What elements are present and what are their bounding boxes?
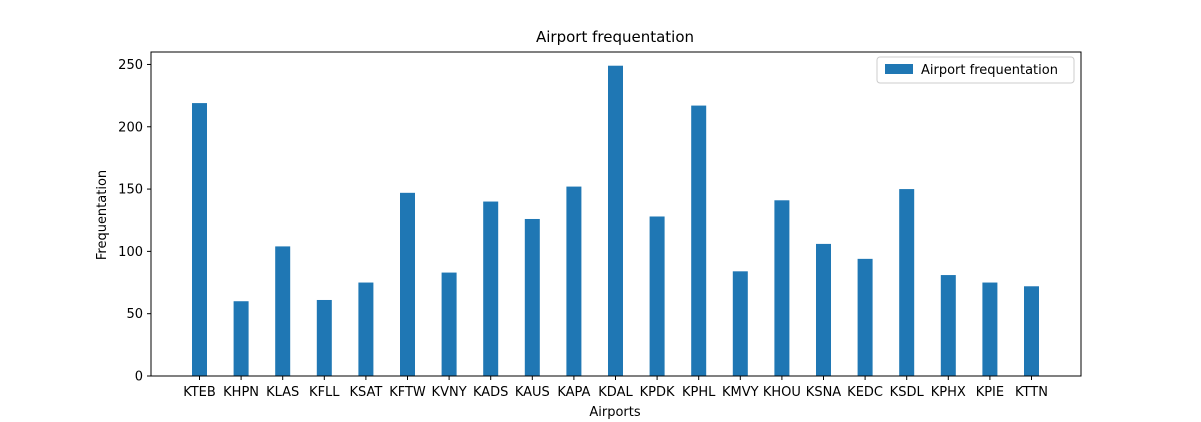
y-tick-label: 50	[126, 307, 143, 322]
bar-kedc	[857, 258, 873, 376]
x-tick-label: KSAT	[349, 385, 382, 400]
bar-kaus	[524, 218, 540, 376]
bar-kphx	[940, 275, 956, 376]
bar-kftw	[400, 192, 415, 376]
bar-kdal	[608, 65, 623, 377]
legend-label: Airport frequentation	[921, 63, 1058, 78]
x-tick-label: KPDK	[640, 385, 675, 400]
bar-ksat	[358, 282, 374, 376]
x-axis-title: Airports	[589, 405, 640, 420]
x-tick-label: KFTW	[389, 385, 426, 400]
bar-kfll	[316, 299, 332, 376]
bar-kapa	[566, 186, 582, 376]
x-tick-label: KPHX	[931, 385, 966, 400]
y-tick-label: 0	[135, 370, 143, 385]
legend: Airport frequentation	[876, 56, 1075, 84]
plot-frame	[150, 51, 1082, 377]
bar-klas	[275, 246, 291, 376]
bar-kmvy	[732, 271, 748, 376]
bar-kpdk	[649, 216, 665, 376]
x-tick-label: KSNA	[806, 385, 842, 400]
x-tick-label: KFLL	[309, 385, 340, 400]
y-tick-label: 250	[118, 58, 143, 73]
x-tick-label: KPHL	[682, 385, 716, 400]
x-tick-label: KLAS	[266, 385, 299, 400]
bar-ksna	[816, 243, 831, 376]
x-tick-label: KAUS	[515, 385, 550, 400]
y-axis: 0 50 100 150 200 250	[118, 58, 151, 385]
legend-swatch	[885, 64, 913, 74]
bar-kphl	[691, 105, 707, 376]
y-axis-title: Frequentation	[95, 170, 110, 260]
x-tick-label: KTEB	[183, 385, 216, 400]
x-tick-label: KPIE	[976, 385, 1004, 400]
bar-kteb	[192, 103, 207, 376]
y-tick-label: 150	[118, 183, 143, 198]
bar-khpn	[233, 301, 249, 376]
x-tick-label: KEDC	[847, 385, 883, 400]
x-tick-label: KDAL	[598, 385, 633, 400]
x-tick-label: KTTN	[1015, 385, 1048, 400]
x-axis: KTEB KHPN KLAS KFLL KSAT KFTW KVNY KADS KAUS KAPA…	[183, 376, 1048, 400]
bar-ksdl	[899, 189, 915, 376]
x-tick-label: KVNY	[432, 385, 467, 400]
x-tick-label: KADS	[473, 385, 508, 400]
bar-kttn	[1024, 286, 1039, 376]
bar-kpie	[982, 282, 998, 376]
y-tick-label: 200	[118, 120, 143, 135]
bar-khou	[774, 200, 790, 376]
legend-box	[876, 56, 1075, 84]
x-tick-label: KSDL	[890, 385, 925, 400]
x-tick-label: KHPN	[223, 385, 259, 400]
x-tick-label: KHOU	[763, 385, 801, 400]
x-tick-label: KMVY	[722, 385, 759, 400]
bar-kads	[483, 201, 499, 376]
x-tick-label: KAPA	[557, 385, 590, 400]
chart-title: Airport frequentation	[536, 28, 694, 46]
bar-kvny	[441, 272, 457, 376]
y-tick-label: 100	[118, 245, 143, 260]
bars-layer	[192, 65, 1039, 377]
